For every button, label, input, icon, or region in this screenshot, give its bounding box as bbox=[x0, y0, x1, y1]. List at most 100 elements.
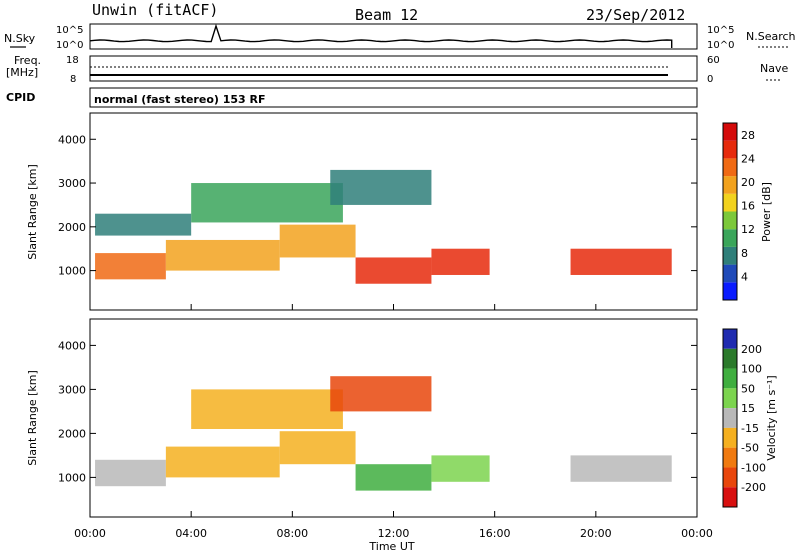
time-axis: 00:00 04:00 08:00 12:00 16:00 20:00 00:00 bbox=[74, 304, 713, 540]
velocity-colorbar-tick-3: 15 bbox=[741, 402, 755, 415]
power-colorbar-tick-3: 16 bbox=[741, 200, 755, 213]
nave-label: Nave bbox=[760, 62, 788, 75]
velocity-ytick-label-0: 1000 bbox=[58, 471, 86, 484]
nsky-trace bbox=[89, 23, 673, 48]
power-region-7 bbox=[330, 169, 432, 205]
nsky-label: N.Sky bbox=[4, 32, 36, 45]
velocity-region-7 bbox=[330, 376, 432, 412]
power-colorbar-swatch-8 bbox=[723, 140, 737, 159]
velocity-colorbar-tick-2: 50 bbox=[741, 382, 755, 395]
power-colorbar-label: Power [dB] bbox=[760, 182, 773, 242]
velocity-panel: 1000 2000 3000 4000 Slant Range [km] 200 100… bbox=[26, 318, 778, 518]
power-colorbar-swatch-9 bbox=[723, 123, 737, 141]
velocity-yaxis: 1000 2000 3000 4000 bbox=[58, 339, 697, 484]
power-colorbar: 4 8 12 16 20 24 28 bbox=[722, 122, 755, 301]
power-colorbar-swatch-1 bbox=[723, 264, 737, 283]
power-colorbar-tick-4: 20 bbox=[741, 176, 755, 189]
xtick-label-2: 08:00 bbox=[276, 527, 308, 540]
freq-unit-label: [MHz] bbox=[6, 66, 38, 79]
freq-tick-top: 18 bbox=[66, 55, 79, 66]
cpid-mode-text: normal (fast stereo) 153 RF bbox=[94, 93, 266, 106]
power-colorbar-tick-6: 28 bbox=[741, 129, 755, 142]
power-colorbar-swatch-6 bbox=[723, 176, 737, 194]
power-colorbar-tick-5: 24 bbox=[741, 152, 755, 165]
power-colorbar-tick-2: 12 bbox=[741, 223, 755, 236]
velocity-region-5 bbox=[570, 455, 672, 482]
velocity-colorbar-frame bbox=[722, 328, 738, 508]
nsky-tick-top: 10^5 bbox=[56, 25, 83, 36]
nave-tick-top: 60 bbox=[707, 55, 720, 66]
power-colorbar-swatch-4 bbox=[723, 211, 737, 230]
velocity-colorbar-tick-1: 100 bbox=[741, 363, 762, 376]
velocity-colorbar-tick-5: -50 bbox=[741, 442, 759, 455]
nsky-panel-frame bbox=[89, 23, 698, 50]
velocity-region-2 bbox=[279, 431, 356, 465]
power-colorbar-swatch-7 bbox=[723, 158, 737, 177]
power-colorbar-swatch-0 bbox=[723, 282, 737, 300]
velocity-colorbar-swatch-1 bbox=[723, 348, 737, 369]
power-region-4 bbox=[431, 248, 490, 275]
velocity-colorbar-label: Velocity [m s⁻¹] bbox=[765, 375, 778, 460]
nave-tick-bottom: 0 bbox=[707, 74, 713, 85]
time-axis-label: Time UT bbox=[368, 540, 414, 553]
power-colorbar-tick-0: 4 bbox=[741, 270, 748, 283]
cpid-panel-frame bbox=[89, 87, 698, 108]
power-colorbar-swatch-5 bbox=[723, 193, 737, 212]
velocity-region-6 bbox=[191, 389, 343, 429]
velocity-colorbar-swatch-7 bbox=[723, 467, 737, 488]
power-ylabel: Slant Range [km] bbox=[26, 164, 39, 260]
velocity-region-3 bbox=[355, 464, 432, 491]
velocity-colorbar-tick-6: -100 bbox=[741, 461, 766, 474]
velocity-colorbar: 200 100 50 15 -15 -50 -100 -200 bbox=[722, 328, 766, 508]
velocity-colorbar-tick-7: -200 bbox=[741, 481, 766, 494]
velocity-data bbox=[95, 376, 672, 491]
velocity-colorbar-swatch-3 bbox=[723, 388, 737, 409]
velocity-ylabel: Slant Range [km] bbox=[26, 370, 39, 466]
velocity-colorbar-swatch-6 bbox=[723, 447, 737, 468]
power-region-6 bbox=[191, 183, 343, 223]
power-ytick-label-1: 2000 bbox=[58, 221, 86, 234]
cpid-label: CPID bbox=[6, 91, 35, 104]
power-ytick-label-2: 3000 bbox=[58, 177, 86, 190]
xtick-label-4: 16:00 bbox=[479, 527, 511, 540]
power-colorbar-tick-1: 8 bbox=[741, 247, 748, 260]
freq-panel-frame bbox=[89, 55, 698, 82]
station-title: Unwin (fitACF) bbox=[92, 1, 218, 19]
xtick-label-3: 12:00 bbox=[378, 527, 410, 540]
power-region-3 bbox=[355, 257, 432, 284]
date-title: 23/Sep/2012 bbox=[586, 6, 685, 24]
freq-label: Freq. bbox=[14, 54, 41, 67]
power-colorbar-swatch-3 bbox=[723, 229, 737, 247]
xtick-label-5: 20:00 bbox=[580, 527, 612, 540]
velocity-region-1 bbox=[165, 446, 280, 478]
freq-tick-bottom: 8 bbox=[70, 74, 76, 85]
power-region-8 bbox=[95, 213, 192, 236]
power-region-0 bbox=[95, 253, 166, 280]
power-colorbar-frame bbox=[722, 122, 738, 301]
power-region-5 bbox=[570, 248, 672, 275]
velocity-ytick-label-2: 3000 bbox=[58, 383, 86, 396]
nsky-tick-bottom: 10^0 bbox=[56, 40, 83, 51]
nsearch-tick-bottom: 10^0 bbox=[707, 40, 734, 51]
xtick-label-0: 00:00 bbox=[74, 527, 106, 540]
xtick-label-6: 00:00 bbox=[681, 527, 713, 540]
power-region-2 bbox=[279, 224, 356, 258]
velocity-colorbar-swatch-0 bbox=[723, 329, 737, 349]
power-panel: 1000 2000 3000 4000 Slant Range [km] 4 8 12 16… bbox=[26, 112, 773, 311]
velocity-ytick-label-1: 2000 bbox=[58, 427, 86, 440]
velocity-colorbar-swatch-4 bbox=[723, 408, 737, 428]
velocity-ytick-label-3: 4000 bbox=[58, 339, 86, 352]
velocity-colorbar-swatch-5 bbox=[723, 427, 737, 448]
velocity-colorbar-tick-0: 200 bbox=[741, 343, 762, 356]
power-yaxis: 1000 2000 3000 4000 bbox=[58, 133, 697, 278]
nsearch-tick-top: 10^5 bbox=[707, 25, 734, 36]
power-region-1 bbox=[165, 239, 280, 271]
xtick-label-1: 04:00 bbox=[175, 527, 207, 540]
power-ytick-label-3: 4000 bbox=[58, 133, 86, 146]
power-colorbar-swatch-2 bbox=[723, 246, 737, 265]
velocity-colorbar-tick-4: -15 bbox=[741, 422, 759, 435]
power-ytick-label-0: 1000 bbox=[58, 265, 86, 278]
velocity-region-0 bbox=[95, 459, 166, 487]
velocity-region-4 bbox=[431, 455, 490, 482]
